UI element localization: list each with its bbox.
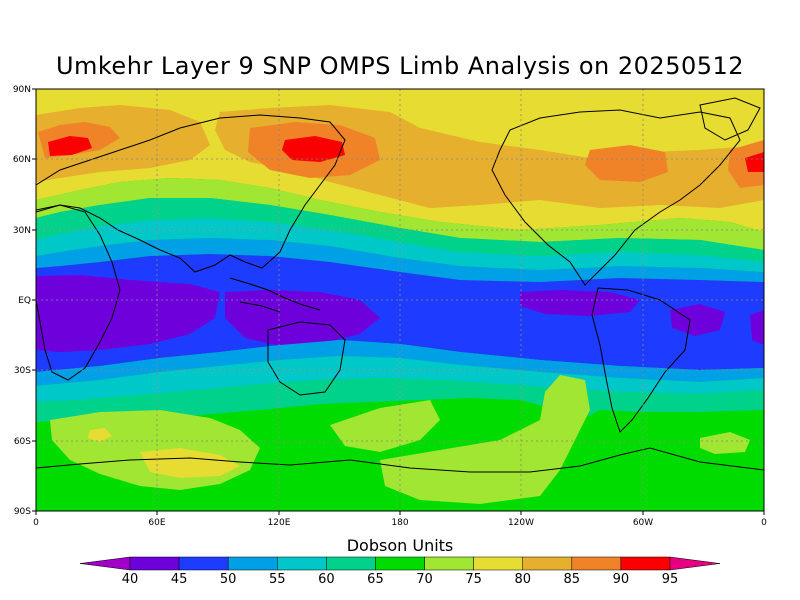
contour-band-80-south-a [140, 448, 240, 478]
contour-band-45-tropics-africa [36, 275, 220, 352]
colorbar-level-label: 45 [171, 572, 188, 587]
coastline-maritime-continent [229, 277, 321, 313]
coastline-greenland [699, 97, 761, 141]
colorbar-swatch [375, 556, 425, 571]
colorbar-swatch [326, 556, 376, 571]
colorbar-level-label: 55 [269, 572, 286, 587]
colorbar-level-label: 40 [122, 572, 139, 587]
latitude-axis [32, 88, 36, 512]
contour-band-80-south-b [88, 428, 112, 442]
contour-band-95-north-europe [48, 136, 92, 156]
colorbar-swatch [227, 556, 278, 571]
lat-tick-label: EQ [18, 296, 31, 306]
longitude-axis [35, 511, 765, 515]
colorbar: 40 45 50 55 60 65 70 75 80 85 90 95 [79, 556, 721, 587]
lon-tick-label: 180 [391, 518, 408, 528]
coastline-africa [36, 204, 121, 381]
contour-band-95-north-pacific [282, 136, 345, 162]
lon-tick-label: 0 [761, 518, 767, 528]
contour-band-45-tropics-pacific [520, 290, 640, 316]
graticule-gridlines [36, 89, 764, 511]
lat-tick-label: 60N [13, 155, 31, 165]
coastline-layer [36, 97, 764, 473]
contour-band-95-north-america [745, 152, 764, 172]
contour-band-50-tropics [36, 254, 764, 372]
colorbar-swatch [522, 556, 573, 571]
colorbar-level-label: 50 [220, 572, 237, 587]
colorbar-level-label: 80 [514, 572, 531, 587]
lat-tick-label: 90S [14, 507, 31, 517]
contour-band-45-tropics-maritime [225, 290, 380, 346]
coastline-south-america [591, 287, 691, 433]
colorbar-swatch [129, 556, 180, 571]
lon-tick-label: 120W [508, 518, 534, 528]
colorbar-level-label: 95 [662, 572, 679, 587]
lon-tick-label: 0 [33, 518, 39, 528]
lon-tick-label: 120E [268, 518, 291, 528]
colorbar-level-label: 60 [318, 572, 335, 587]
colorbar-arrow-low [79, 556, 131, 571]
colorbar-level-label: 75 [465, 572, 482, 587]
colorbar-swatch [473, 556, 523, 571]
contour-band-45-tropics-east [750, 310, 764, 345]
coastline-australia [267, 321, 346, 396]
contour-band-75-north [36, 178, 764, 250]
colorbar-level-label: 85 [564, 572, 581, 587]
colorbar-title: Dobson Units [346, 536, 454, 555]
colorbar-level-label: 65 [367, 572, 384, 587]
coastline-north-america [491, 109, 741, 286]
lat-tick-label: 60S [14, 437, 31, 447]
contour-band-75-south-east [380, 375, 590, 504]
lat-tick-label: 30S [14, 366, 31, 376]
contour-band-90-north-atlantic [728, 140, 764, 188]
colorbar-swatch [424, 556, 474, 571]
lon-tick-label: 60W [633, 518, 653, 528]
map-title: Umkehr Layer 9 SNP OMPS Limb Analysis on… [55, 52, 745, 80]
colorbar-level-label: 70 [416, 572, 433, 587]
lon-tick-label: 60E [148, 518, 165, 528]
colorbar-swatch [277, 556, 327, 571]
contour-band-75-south-central [330, 400, 440, 452]
coastline-eurasia [36, 114, 346, 273]
colorbar-arrow-high [669, 556, 721, 571]
contour-band-75-south-far-east [700, 432, 750, 454]
coastline-antarctica [36, 447, 764, 473]
contour-band-55-south [36, 340, 764, 386]
colorbar-swatch [620, 556, 671, 571]
contour-band-90-north-america [585, 145, 668, 182]
contour-band-60-south [36, 356, 764, 402]
colorbar-swatch [571, 556, 622, 571]
contour-band-45-tropics-atlantic [670, 304, 725, 336]
lat-tick-label: 30N [13, 226, 31, 236]
lat-tick-label: 90N [13, 85, 31, 95]
colorbar-level-label: 90 [613, 572, 630, 587]
colorbar-swatch [178, 556, 229, 571]
